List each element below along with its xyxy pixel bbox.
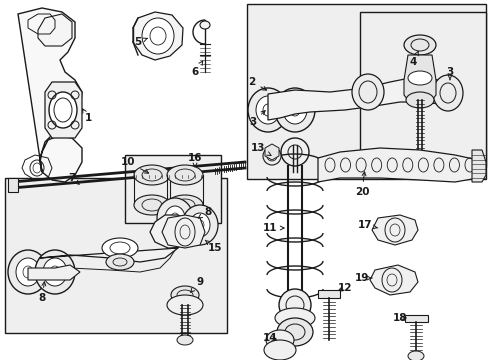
Ellipse shape (265, 330, 293, 350)
Ellipse shape (16, 258, 40, 286)
Ellipse shape (403, 35, 435, 55)
Polygon shape (267, 78, 449, 120)
Polygon shape (317, 290, 339, 298)
Polygon shape (8, 178, 18, 192)
Ellipse shape (200, 21, 209, 29)
Ellipse shape (274, 88, 314, 132)
Ellipse shape (432, 75, 462, 111)
Text: 18: 18 (392, 313, 407, 323)
Text: 9: 9 (190, 277, 203, 292)
Polygon shape (404, 315, 427, 322)
Ellipse shape (167, 195, 203, 215)
Text: 7: 7 (68, 173, 79, 184)
Text: 20: 20 (354, 172, 368, 197)
Ellipse shape (134, 195, 170, 215)
Polygon shape (18, 8, 82, 182)
Text: 4: 4 (408, 51, 417, 67)
Text: 16: 16 (187, 153, 202, 167)
Polygon shape (371, 215, 417, 245)
Polygon shape (471, 150, 485, 182)
Bar (359, 12, 485, 167)
Ellipse shape (351, 74, 383, 110)
Polygon shape (403, 55, 435, 100)
Text: 13: 13 (250, 143, 270, 156)
Text: 1: 1 (82, 109, 91, 123)
Ellipse shape (35, 250, 75, 294)
Ellipse shape (164, 206, 184, 230)
Ellipse shape (157, 198, 193, 238)
Ellipse shape (49, 92, 77, 128)
Ellipse shape (142, 18, 174, 54)
Text: 6: 6 (191, 61, 203, 77)
Ellipse shape (407, 351, 423, 360)
Bar (5, 178, 226, 333)
Ellipse shape (167, 165, 203, 185)
Ellipse shape (274, 308, 314, 328)
Polygon shape (45, 82, 82, 138)
Text: 17: 17 (357, 220, 377, 230)
Ellipse shape (411, 153, 427, 163)
Text: 3: 3 (446, 67, 453, 80)
Ellipse shape (263, 147, 281, 165)
Ellipse shape (134, 165, 170, 185)
Ellipse shape (279, 289, 310, 321)
Ellipse shape (407, 71, 431, 85)
Text: 5: 5 (134, 37, 147, 47)
Text: 12: 12 (337, 283, 351, 293)
Polygon shape (369, 265, 417, 295)
Ellipse shape (264, 340, 295, 360)
Polygon shape (133, 12, 183, 60)
Bar (246, 4, 485, 179)
Ellipse shape (405, 92, 433, 108)
Text: 14: 14 (262, 333, 277, 343)
Ellipse shape (102, 238, 138, 258)
Text: 2: 2 (248, 77, 266, 90)
Ellipse shape (276, 318, 312, 346)
Text: 3: 3 (249, 111, 264, 127)
Polygon shape (162, 215, 204, 248)
Polygon shape (264, 144, 279, 160)
Ellipse shape (106, 254, 134, 270)
Text: 15: 15 (205, 240, 222, 253)
Text: 8: 8 (198, 207, 211, 218)
Text: 10: 10 (121, 157, 148, 173)
Polygon shape (38, 14, 72, 46)
Polygon shape (40, 215, 192, 262)
Ellipse shape (182, 205, 218, 245)
Polygon shape (317, 148, 481, 182)
Text: 11: 11 (262, 223, 284, 233)
Text: 8: 8 (38, 282, 46, 303)
Ellipse shape (190, 213, 209, 237)
Ellipse shape (167, 295, 203, 315)
Polygon shape (28, 265, 80, 280)
Ellipse shape (256, 96, 280, 124)
Ellipse shape (281, 138, 308, 166)
Ellipse shape (283, 96, 306, 124)
Ellipse shape (171, 286, 199, 304)
Ellipse shape (177, 335, 193, 345)
Bar (125, 155, 221, 223)
Ellipse shape (8, 250, 48, 294)
Ellipse shape (247, 88, 287, 132)
Text: 19: 19 (354, 273, 371, 283)
Ellipse shape (43, 258, 67, 286)
